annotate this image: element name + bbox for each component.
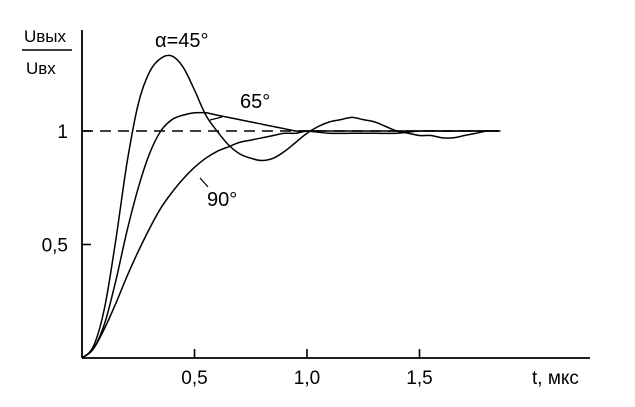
y-label-numerator: Uвых <box>24 27 67 46</box>
x-tick-label-0: 0,5 <box>181 368 207 389</box>
series-line-90 <box>81 130 499 359</box>
series-label-65: 65° <box>240 91 270 113</box>
x-tick-label-1: 1,0 <box>294 368 320 389</box>
series-labels: α=45° 65° 90° <box>155 30 270 211</box>
x-axis-label: t, мкс <box>532 368 579 389</box>
tick-marks <box>82 130 421 358</box>
y-tick-label-0: 0,5 <box>42 236 68 257</box>
y-tick-label-1: 1 <box>57 122 68 143</box>
y-axis-label: Uвых Uвх <box>22 27 72 78</box>
series-label-90-leader <box>199 177 209 188</box>
x-tick-label-2: 1,5 <box>406 368 432 389</box>
series-label-65-leader <box>209 116 223 121</box>
series-label-90: 90° <box>207 189 237 211</box>
y-label-denominator: Uвх <box>26 59 56 78</box>
series-layer <box>81 54 499 359</box>
plot-area: 0,5 1,0 1,5 0,5 1 α=45° 65° 90° <box>42 30 590 389</box>
series-label-alpha-45: α=45° <box>155 30 209 52</box>
series-line-65 <box>81 111 499 359</box>
series-line-alpha-45 <box>81 54 499 359</box>
tick-labels: 0,5 1,0 1,5 0,5 1 <box>42 122 433 389</box>
